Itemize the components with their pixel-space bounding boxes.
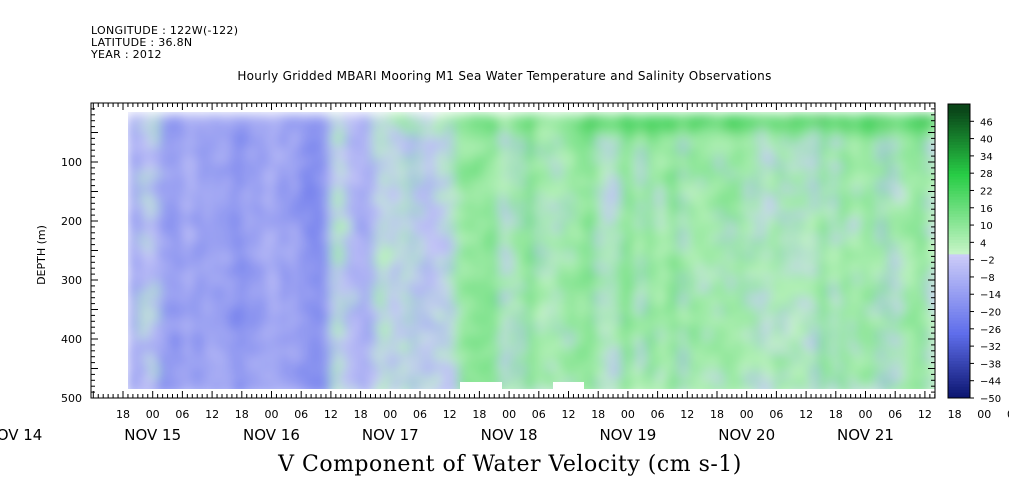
x-hour-tick-label: 18 [235,408,249,421]
x-hour-tick-label: 18 [116,408,130,421]
x-hour-tick-label: 06 [532,408,546,421]
colorbar: −50 −44 −38 −32 −26 −20 −14 −8 −2 4 10 16 22 28 34 40 46 [947,103,1001,405]
x-day-label: NOV 14 [0,426,42,444]
x-day-label: NOV 21 [837,426,894,444]
x-hour-tick-label: 00 [977,408,991,421]
x-day-label: NOV 20 [718,426,775,444]
x-hour-tick-label: 12 [799,408,813,421]
colorbar-tick-label: −50 [980,394,1001,405]
colorbar-tick-label: −14 [980,290,1001,301]
colorbar-tick-label: 22 [980,186,993,197]
x-hour-tick-label: 18 [591,408,605,421]
x-hour-tick-label: 12 [443,408,457,421]
colorbar-tick-label: 40 [980,135,993,146]
x-hour-tick-label: 18 [472,408,486,421]
y-tick-label: 300 [61,274,82,287]
colorbar-tick-label: −20 [980,308,1001,319]
x-day-label: NOV 16 [243,426,300,444]
x-hour-tick-label: 18 [829,408,843,421]
year-label: YEAR : 2012 [91,48,162,61]
y-tick-label: 500 [61,392,82,405]
x-hour-tick-label: 06 [1007,408,1009,421]
x-day-label: NOV 19 [599,426,656,444]
velocity-field [128,114,935,389]
x-hour-tick-label: 06 [413,408,427,421]
colorbar-tick-label: −38 [980,359,1001,370]
y-tick-label: 100 [61,156,82,169]
colorbar-tick-label: −26 [980,325,1001,336]
colorbar-tick-label: 4 [980,238,986,249]
x-hour-tick-label: 06 [175,408,189,421]
x-hour-tick-label: 06 [769,408,783,421]
x-hour-tick-label: 00 [146,408,160,421]
x-hour-tick-label: 18 [948,408,962,421]
x-day-label: NOV 18 [481,426,538,444]
latitude-label: LATITUDE : 36.8N [91,36,193,49]
colorbar-tick-label: 10 [980,221,993,232]
x-hour-tick-label: 06 [294,408,308,421]
x-hour-tick-label: 00 [621,408,635,421]
x-hour-tick-label: 00 [859,408,873,421]
longitude-label: LONGITUDE : 122W(-122) [91,24,239,37]
x-hour-tick-label: 12 [205,408,219,421]
colorbar-tick-label: 34 [980,152,993,163]
x-hour-tick-label: 12 [918,408,932,421]
x-hour-tick-label: 06 [651,408,665,421]
colorbar-tick-label: −8 [980,273,995,284]
x-hour-tick-label: 06 [888,408,902,421]
x-hour-tick-label: 12 [324,408,338,421]
x-day-label: NOV 17 [362,426,419,444]
y-axis-label: DEPTH (m) [35,225,48,285]
plot-title: Hourly Gridded MBARI Mooring M1 Sea Wate… [237,69,772,83]
colorbar-tick-label: 28 [980,169,993,180]
colorbar-tick-label: −2 [980,256,995,267]
x-hour-tick-label: 12 [562,408,576,421]
colorbar-tick-label: −32 [980,342,1001,353]
x-hour-tick-label: 12 [680,408,694,421]
x-hour-tick-label: 18 [710,408,724,421]
chart-title: V Component of Water Velocity (cm s-1) [278,452,742,477]
y-tick-label: 400 [61,333,82,346]
x-hour-tick-label: 00 [265,408,279,421]
x-day-label: NOV 15 [124,426,181,444]
colorbar-tick-label: 46 [980,117,993,128]
colorbar-tick-label: −44 [980,377,1001,388]
x-hour-tick-label: 00 [740,408,754,421]
y-tick-label: 200 [61,215,82,228]
x-hour-tick-label: 00 [502,408,516,421]
x-hour-tick-label: 00 [383,408,397,421]
x-hour-tick-label: 18 [354,408,368,421]
axis-ticks: 18 00 06 12 18 00 06 12 18 00 06 12 18 00 06 12 18 00 06 12… [0,102,1009,444]
colorbar-tick-label: 16 [980,204,993,215]
